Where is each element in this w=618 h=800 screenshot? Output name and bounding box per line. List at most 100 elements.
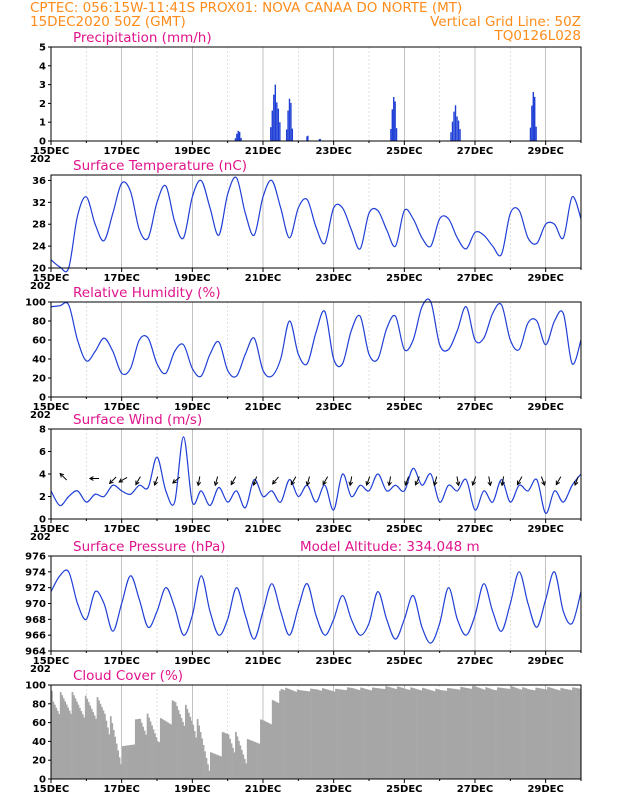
- cloud-bar: [436, 689, 439, 779]
- cloud-bar: [439, 689, 442, 779]
- x-tick-label: 29DEC: [527, 402, 563, 413]
- x-tick-label: 21DEC: [245, 784, 281, 795]
- cloud-bar: [455, 689, 458, 779]
- cloud-bar: [120, 764, 122, 779]
- cloud-bar: [99, 703, 102, 779]
- wind-arrow: [154, 476, 159, 486]
- wind-arrow: [501, 476, 505, 486]
- precip-bar: [395, 128, 398, 141]
- cloud-bar: [268, 723, 271, 779]
- cloud-bar: [186, 708, 189, 779]
- x-tick-label: 25DEC: [386, 273, 422, 284]
- panel-title: Relative Humidity (%): [73, 285, 221, 301]
- year-fragment: 202: [30, 281, 51, 292]
- cloud-bar: [394, 688, 396, 779]
- precip-bar: [271, 110, 273, 141]
- cloud-bar: [346, 687, 349, 779]
- cloud-bar: [573, 687, 576, 779]
- cloud-bar: [108, 734, 111, 779]
- cloud-bar: [51, 690, 53, 779]
- cloud-bar: [335, 688, 337, 779]
- cloud-bar: [479, 688, 482, 779]
- x-tick-label: 15DEC: [33, 273, 69, 284]
- panel-frame: [50, 428, 582, 520]
- cloud-bar: [451, 688, 454, 779]
- cloud-bar: [355, 689, 358, 779]
- cloud-bar: [240, 749, 243, 779]
- series-line: [50, 298, 582, 378]
- x-tick-label: 25DEC: [386, 656, 422, 667]
- wind-arrow: [172, 476, 181, 484]
- cloud-bar: [379, 688, 382, 779]
- cloud-bar: [435, 688, 438, 779]
- cloud-bar: [304, 690, 306, 779]
- precip-bar: [237, 130, 239, 141]
- wind-arrowhead: [541, 481, 546, 487]
- cloud-bar: [207, 764, 209, 779]
- cloud-bar: [254, 741, 256, 779]
- cloud-bar: [321, 688, 324, 779]
- cloud-bar: [386, 686, 389, 779]
- x-tick-label: 15DEC: [33, 146, 69, 157]
- cloud-bar: [155, 737, 158, 779]
- cloud-bar: [318, 690, 321, 779]
- y-tick-label: 974: [25, 567, 46, 578]
- cloud-bar: [239, 745, 242, 779]
- panel-title: Surface Wind (m/s): [73, 412, 202, 428]
- cloud-bar: [62, 698, 65, 779]
- wind-arrowhead: [230, 480, 235, 486]
- cloud-bar: [215, 754, 218, 779]
- cloud-bar: [361, 687, 364, 779]
- x-tick-label: 15DEC: [33, 524, 69, 535]
- x-tick-label: 29DEC: [527, 273, 563, 284]
- cloud-bar: [65, 704, 68, 779]
- cloud-bar: [423, 688, 426, 779]
- cloud-bar: [396, 686, 399, 779]
- cloud-bar: [575, 687, 577, 779]
- cloud-bar: [357, 689, 359, 779]
- cloud-bar: [221, 732, 224, 779]
- cloud-bar: [389, 687, 392, 779]
- wind-arrow: [366, 476, 371, 486]
- cloud-bar: [557, 689, 560, 779]
- cloud-bar: [385, 686, 387, 779]
- cloud-bar: [249, 740, 252, 779]
- x-tick-label: 23DEC: [315, 146, 351, 157]
- cloud-bar: [98, 700, 100, 779]
- cloud-bar: [514, 687, 517, 779]
- cloud-bar: [149, 721, 152, 779]
- cloud-bar: [324, 688, 327, 779]
- cloud-bar: [129, 745, 131, 779]
- cloud-bar: [329, 690, 332, 779]
- cloud-bar: [55, 707, 58, 779]
- cloud-bar: [255, 742, 258, 779]
- cloud-bar: [165, 721, 168, 779]
- cloud-bar: [364, 688, 367, 779]
- cloud-bar: [64, 701, 67, 779]
- cloud-bar: [111, 723, 114, 779]
- cloud-bar: [541, 688, 544, 779]
- cloud-bar: [345, 690, 348, 779]
- cloud-bar: [279, 690, 281, 779]
- cloud-bar: [137, 718, 140, 779]
- cloud-bar: [508, 688, 511, 779]
- precip-bar: [273, 94, 275, 141]
- panel-4: 0 2 4 6 8 15DEC 17DEC 19DEC 21DEC 23DEC 25DEC 27DEC…: [30, 412, 582, 543]
- precip-bar: [240, 138, 242, 141]
- cloud-bar: [114, 736, 117, 779]
- cloud-bar: [391, 687, 393, 779]
- cloud-bar: [579, 688, 582, 779]
- wind-arrow: [433, 476, 438, 486]
- cloud-bar: [123, 745, 125, 779]
- cloud-bar: [495, 690, 498, 779]
- cloud-bar: [67, 707, 69, 779]
- y-tick-label: 972: [25, 583, 46, 594]
- x-tick-label: 21DEC: [245, 146, 281, 157]
- wind-arrowhead: [252, 481, 257, 487]
- wind-arrow: [405, 476, 410, 486]
- cloud-bar: [522, 687, 524, 779]
- x-tick-label: 25DEC: [386, 146, 422, 157]
- cloud-bar: [109, 716, 112, 779]
- series-line: [50, 569, 582, 644]
- x-tick-label: 27DEC: [457, 146, 493, 157]
